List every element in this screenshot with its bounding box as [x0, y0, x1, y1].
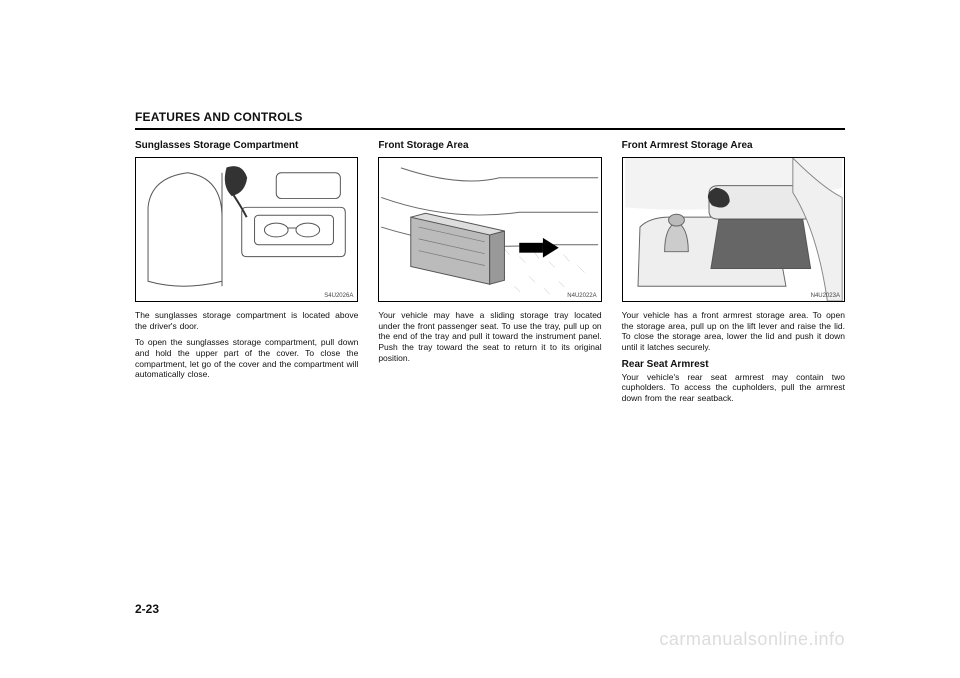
- col1-heading: Sunglasses Storage Compartment: [135, 140, 358, 151]
- col3-subheading: Rear Seat Armrest: [622, 359, 845, 370]
- col2-heading: Front Storage Area: [378, 140, 601, 151]
- col2-paragraph-1: Your vehicle may have a sliding storage …: [378, 310, 601, 363]
- armrest-storage-illustration: [623, 158, 844, 301]
- sunglasses-compartment-illustration: [136, 158, 357, 301]
- col3-heading: Front Armrest Storage Area: [622, 140, 845, 151]
- col1-figure-code: S4U2026A: [324, 293, 353, 299]
- col3-paragraph-2: Your vehicle's rear seat armrest may con…: [622, 372, 845, 404]
- col3-paragraph-1: Your vehicle has a front armrest storage…: [622, 310, 845, 353]
- page-number: 2-23: [135, 602, 159, 616]
- manual-page: FEATURES AND CONTROLS Sunglasses Storage…: [0, 0, 960, 678]
- watermark: carmanualsonline.info: [659, 629, 845, 650]
- chapter-title: FEATURES AND CONTROLS: [135, 110, 845, 130]
- col3-figure: N4U2023A: [622, 157, 845, 302]
- column-2: Front Storage Area: [378, 140, 601, 409]
- col2-figure: N4U2022A: [378, 157, 601, 302]
- col1-paragraph-2: To open the sunglasses storage compartme…: [135, 337, 358, 380]
- content-columns: Sunglasses Storage Compartment: [135, 140, 845, 409]
- col1-figure: S4U2026A: [135, 157, 358, 302]
- column-3: Front Armrest Storage Area: [622, 140, 845, 409]
- front-storage-tray-illustration: [379, 158, 600, 301]
- col3-figure-code: N4U2023A: [811, 293, 840, 299]
- col2-figure-code: N4U2022A: [567, 293, 596, 299]
- col1-paragraph-1: The sunglasses storage compartment is lo…: [135, 310, 358, 331]
- column-1: Sunglasses Storage Compartment: [135, 140, 358, 409]
